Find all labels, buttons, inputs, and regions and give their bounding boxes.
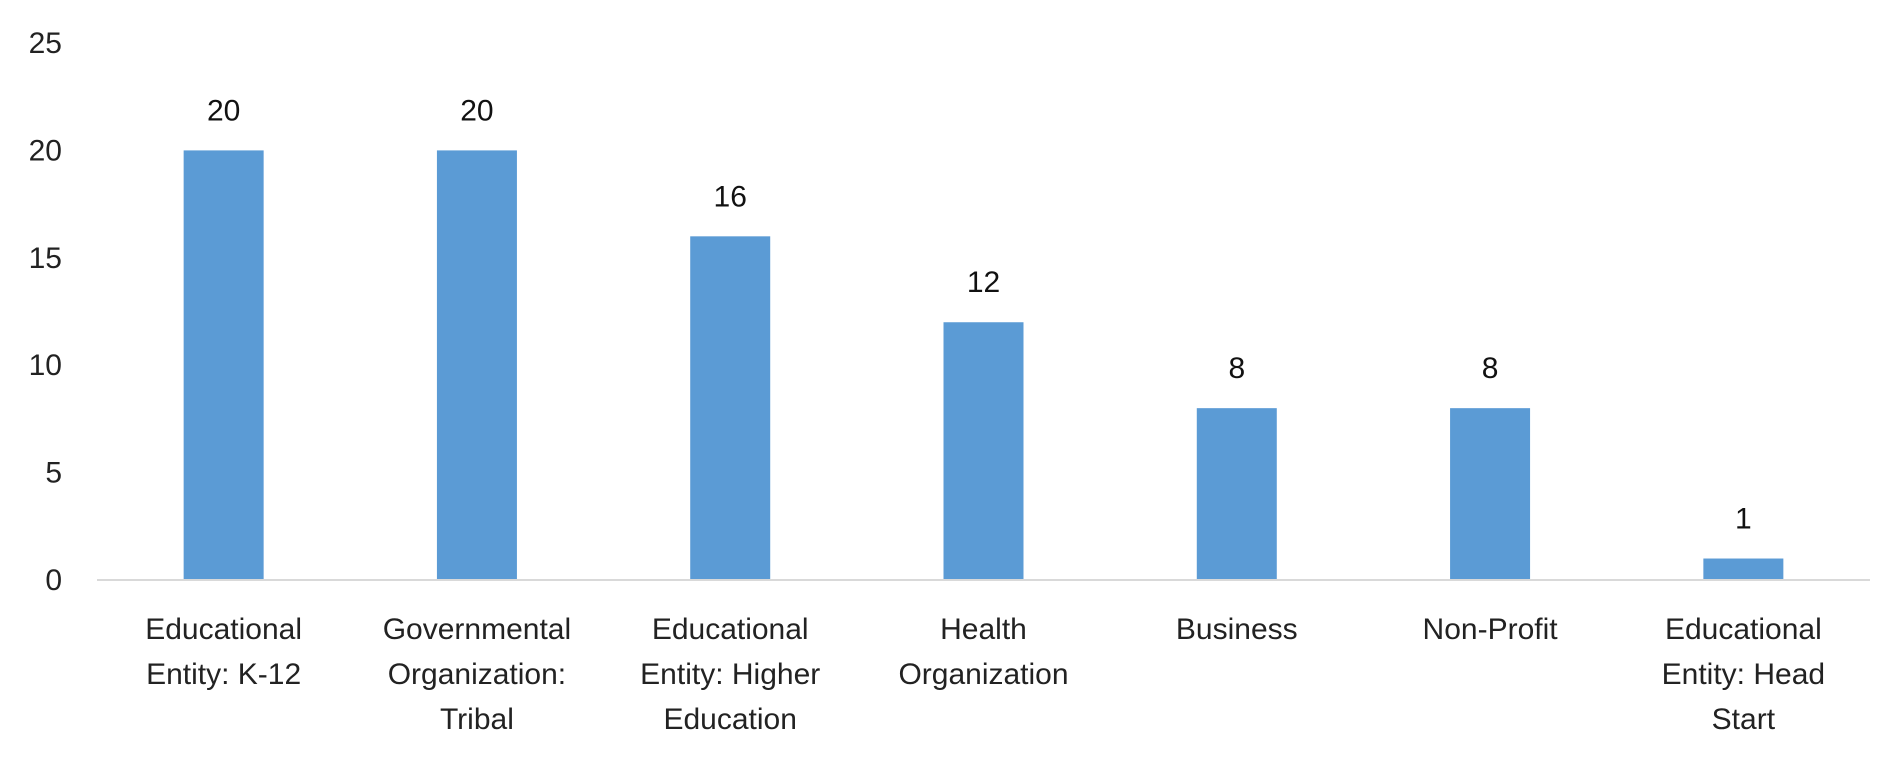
- data-label: 8: [1228, 352, 1245, 385]
- x-tick-label: Business: [1176, 613, 1298, 646]
- x-tick-label: Educational Entity: Higher Education: [640, 613, 820, 736]
- x-tick-label-line: Non-Profit: [1423, 613, 1559, 646]
- y-tick-label: 5: [45, 457, 62, 490]
- x-tick-label: Educational Entity: K-12: [145, 613, 302, 691]
- y-tick-label: 25: [29, 27, 62, 60]
- x-tick-label-line: Organization:: [388, 658, 566, 691]
- y-tick-label: 15: [29, 242, 62, 275]
- data-label: 16: [714, 180, 747, 213]
- data-label: 1: [1735, 503, 1752, 536]
- x-axis-labels: Educational Entity: K-12 Governmental Organ…: [145, 613, 1825, 736]
- x-tick-label: Non-Profit: [1423, 613, 1559, 646]
- bar: [1196, 408, 1277, 580]
- x-tick-label-line: Governmental: [383, 613, 571, 646]
- x-tick-label-line: Organization: [898, 658, 1068, 691]
- x-tick-label-line: Educational: [652, 613, 809, 646]
- x-tick-label-line: Business: [1176, 613, 1298, 646]
- x-tick-label-line: Tribal: [440, 703, 514, 736]
- y-axis-ticks: 0 5 10 15 20 25: [29, 27, 62, 597]
- x-tick-label-line: Entity: K-12: [146, 658, 301, 691]
- y-tick-label: 10: [29, 349, 62, 382]
- x-tick-label: Educational Entity: Head Start: [1662, 613, 1825, 736]
- x-tick-label-line: Entity: Head: [1662, 658, 1825, 691]
- bar: [436, 150, 517, 580]
- x-tick-label-line: Educational: [145, 613, 302, 646]
- bar: [183, 150, 264, 580]
- x-tick-label-line: Education: [663, 703, 796, 736]
- bar: [690, 236, 771, 580]
- x-tick-label-line: Educational: [1665, 613, 1822, 646]
- x-tick-label: Health Organization: [898, 613, 1068, 691]
- data-label: 20: [460, 94, 493, 127]
- x-tick-label: Governmental Organization: Tribal: [383, 613, 571, 736]
- x-tick-label-line: Start: [1712, 703, 1776, 736]
- x-tick-label-line: Entity: Higher: [640, 658, 820, 691]
- data-label: 12: [967, 266, 1000, 299]
- data-labels: 20 20 16 12 8 8 1: [207, 94, 1752, 535]
- y-tick-label: 20: [29, 134, 62, 167]
- bars: [183, 150, 1784, 580]
- bar: [1450, 408, 1531, 580]
- bar: [1703, 558, 1784, 580]
- y-tick-label: 0: [45, 564, 62, 597]
- x-tick-label-line: Health: [940, 613, 1027, 646]
- data-label: 8: [1482, 352, 1499, 385]
- bar: [943, 322, 1024, 580]
- data-label: 20: [207, 94, 240, 127]
